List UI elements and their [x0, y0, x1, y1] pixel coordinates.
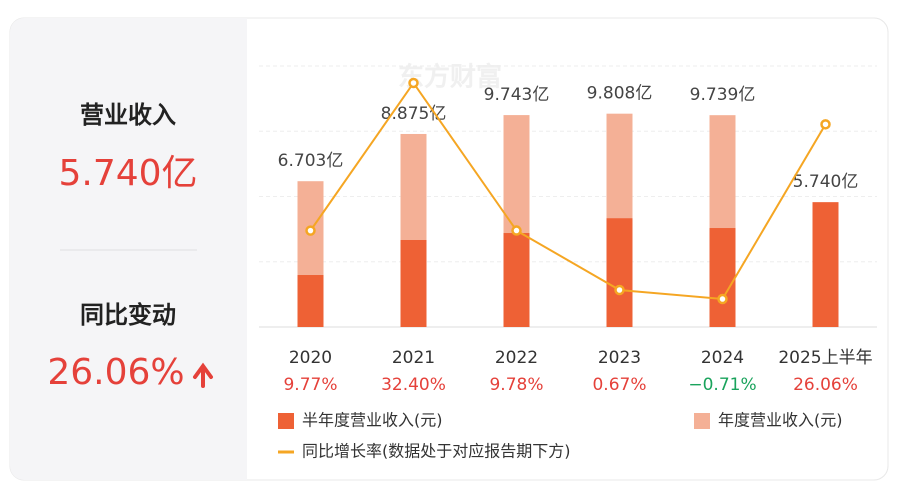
- bar-value-label: 9.743亿: [484, 85, 550, 105]
- growth-label: 0.67%: [592, 375, 646, 395]
- x-tick-label: 2025上半年: [778, 348, 872, 368]
- growth-point: [614, 284, 625, 296]
- legend-label: 年度营业收入(元): [718, 411, 843, 430]
- bar: [503, 233, 530, 327]
- bar-value-label: 9.739亿: [690, 85, 756, 105]
- change-value: 26.06%: [47, 352, 184, 393]
- bar: [297, 275, 324, 327]
- growth-point: [820, 119, 831, 130]
- growth-label: −0.71%: [688, 375, 756, 395]
- bar-value-label: 6.703亿: [278, 151, 344, 171]
- up-arrow: [193, 362, 213, 388]
- growth-label: 26.06%: [793, 375, 858, 395]
- growth-point: [408, 77, 419, 89]
- x-tick-label: 2022: [495, 348, 538, 368]
- legend-swatch: [694, 413, 710, 429]
- legend-label: 半年度营业收入(元): [302, 411, 443, 430]
- revenue-label: 营业收入: [80, 101, 176, 129]
- legend-label: 同比增长率(数据处于对应报告期下方): [302, 442, 571, 461]
- x-tick-label: 2020: [289, 348, 332, 368]
- x-tick-label: 2024: [701, 348, 744, 368]
- legend-swatch: [278, 413, 294, 429]
- bar: [606, 218, 633, 327]
- growth-point: [511, 225, 522, 236]
- bar: [709, 228, 736, 327]
- bar-value-label: 9.808亿: [587, 84, 653, 104]
- summary-panel: [10, 18, 247, 480]
- growth-line: [309, 81, 827, 301]
- x-tick-label: 2021: [392, 348, 435, 368]
- bar-value-label: 8.875亿: [381, 104, 447, 124]
- growth-label: 9.77%: [283, 375, 337, 395]
- bar: [812, 202, 839, 327]
- revenue-value: 5.740亿: [58, 153, 197, 194]
- change-label: 同比变动: [80, 301, 176, 329]
- growth-point: [305, 225, 316, 236]
- growth-label: 9.78%: [489, 375, 543, 395]
- growth-label: 32.40%: [381, 375, 446, 395]
- bar-value-label: 5.740亿: [793, 172, 859, 192]
- growth-point: [717, 293, 728, 305]
- bar: [400, 240, 427, 327]
- x-tick-label: 2023: [598, 348, 641, 368]
